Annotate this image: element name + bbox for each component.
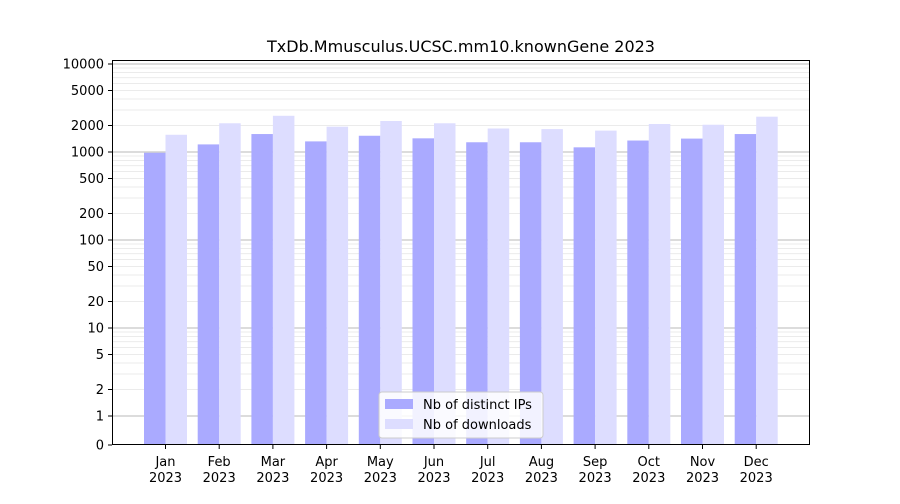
bar-distinct-ips <box>412 138 434 445</box>
y-tick-label: 20 <box>87 295 104 310</box>
legend-box <box>378 391 544 439</box>
y-tick-label: 100 <box>79 234 104 249</box>
y-tick-label: 200 <box>79 207 104 222</box>
legend-swatch <box>385 419 413 429</box>
bar-downloads <box>434 123 456 446</box>
bar-downloads <box>648 124 671 445</box>
y-tick-label: 5 <box>96 348 104 363</box>
bar-distinct-ips <box>358 135 381 446</box>
y-tick-label: 10000 <box>63 58 104 73</box>
bar-distinct-ips <box>573 147 596 445</box>
x-tick-label-year: 2023 <box>525 471 558 486</box>
bar-downloads <box>595 130 617 445</box>
bar-downloads <box>702 124 724 445</box>
bar-distinct-ips <box>251 134 273 445</box>
bar-distinct-ips <box>305 141 327 445</box>
bars <box>144 115 778 446</box>
bar-distinct-ips <box>627 140 649 445</box>
chart-title: TxDb.Mmusculus.UCSC.mm10.knownGene 2023 <box>266 37 655 56</box>
bar-downloads <box>380 121 402 446</box>
x-tick-label-year: 2023 <box>471 471 504 486</box>
plot-area-frame <box>112 60 810 445</box>
bar-downloads <box>756 116 778 445</box>
x-tick-label-month: Feb <box>208 455 231 470</box>
x-tick-label-year: 2023 <box>740 471 773 486</box>
bar-distinct-ips <box>734 134 757 445</box>
y-tick-label: 0 <box>96 439 104 454</box>
x-tick-label-year: 2023 <box>149 471 182 486</box>
y-tick-label: 2 <box>96 383 104 398</box>
bar-distinct-ips <box>197 144 220 445</box>
y-tick-label: 50 <box>87 260 104 275</box>
x-tick-label-month: Oct <box>638 455 660 470</box>
y-tick-label: 500 <box>79 172 104 187</box>
x-axis: Jan2023Feb2023Mar2023Apr2023May2023Jun20… <box>149 445 773 486</box>
bar-downloads <box>541 129 563 446</box>
bar-downloads <box>326 126 349 445</box>
x-tick-label-month: Jul <box>479 455 496 470</box>
y-tick-label: 2000 <box>71 119 104 134</box>
bar-downloads <box>272 115 295 445</box>
y-tick-label: 1 <box>96 410 104 425</box>
x-tick-label-year: 2023 <box>686 471 719 486</box>
x-tick-label-year: 2023 <box>417 471 450 486</box>
x-tick-label-month: Apr <box>315 455 338 470</box>
x-tick-label-year: 2023 <box>310 471 343 486</box>
bar-downloads <box>219 123 241 446</box>
x-tick-label-month: Nov <box>690 455 716 470</box>
x-tick-label-month: Dec <box>744 455 769 470</box>
legend-swatch <box>385 399 413 409</box>
y-axis: 0 1 2 5 10 20 50 100 200 500 1000 2000 5000 10000 <box>63 58 112 454</box>
bar-downloads <box>487 128 510 445</box>
y-tick-label: 5000 <box>71 84 104 99</box>
x-tick-label-year: 2023 <box>364 471 397 486</box>
x-tick-label-year: 2023 <box>579 471 612 486</box>
bar-distinct-ips <box>144 152 166 446</box>
x-tick-label-month: Jun <box>423 455 444 470</box>
x-tick-label-month: Sep <box>583 455 608 470</box>
x-tick-label-month: Jan <box>154 455 175 470</box>
y-tick-label: 10 <box>87 322 104 337</box>
bar-downloads <box>165 134 187 445</box>
x-tick-label-year: 2023 <box>256 471 289 486</box>
x-tick-label-year: 2023 <box>203 471 236 486</box>
x-tick-label-month: Aug <box>529 455 554 470</box>
legend-label: Nb of distinct IPs <box>423 398 532 413</box>
x-tick-label-month: May <box>367 455 394 470</box>
y-tick-label: 1000 <box>71 146 104 161</box>
bar-distinct-ips <box>681 138 703 445</box>
legend-label: Nb of downloads <box>423 418 532 433</box>
bar-distinct-ips <box>466 142 488 445</box>
bar-distinct-ips <box>519 142 542 445</box>
x-tick-label-year: 2023 <box>632 471 665 486</box>
legend: Nb of distinct IPs Nb of downloads <box>378 391 544 439</box>
x-tick-label-month: Mar <box>261 455 286 470</box>
